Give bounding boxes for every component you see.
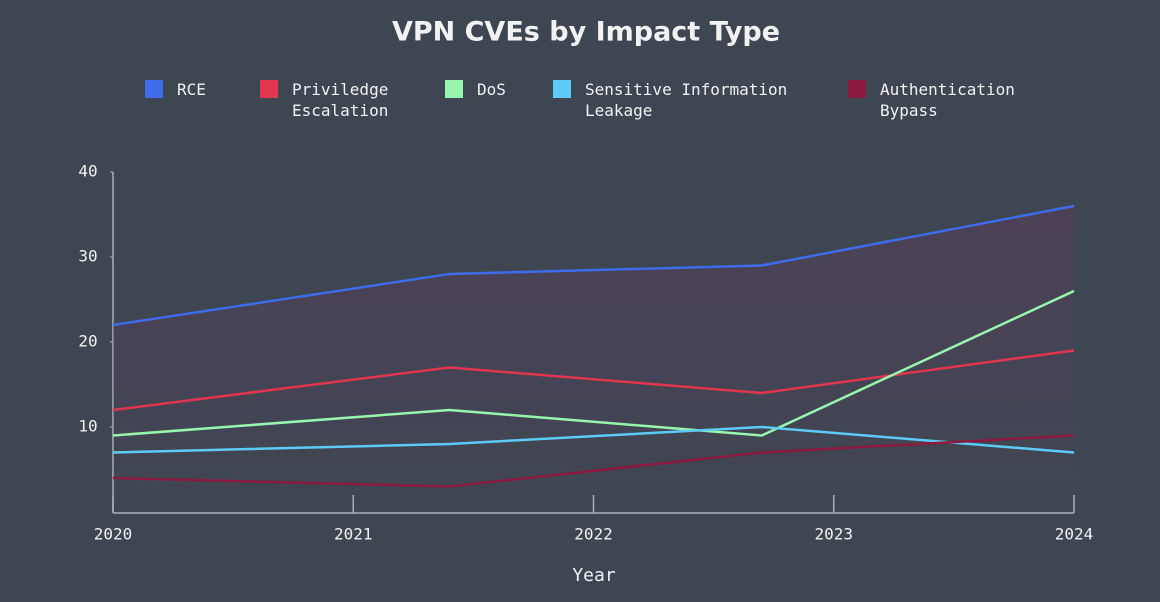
x-axis-label: Year (572, 565, 616, 586)
legend-swatch (553, 80, 571, 98)
legend-item: Priviledge Escalation (260, 79, 452, 121)
legend-label: RCE (177, 80, 206, 99)
legend-swatch (145, 80, 163, 98)
legend-swatch (848, 80, 866, 98)
line (112, 425, 1075, 454)
legend-swatch (445, 80, 463, 98)
x-tick-label: 2021 (334, 525, 373, 544)
legend-label: Sensitive Information Leakage (585, 80, 788, 120)
y-tick-label: 40 (78, 162, 97, 181)
legend-label: DoS (477, 80, 506, 99)
x-tick-label: 2024 (1055, 525, 1094, 544)
area (113, 206, 1074, 512)
y-tick-label: 10 (78, 417, 97, 436)
x-tick-label: 2020 (94, 525, 133, 544)
chart-title: VPN CVEs by Impact Type (392, 17, 780, 48)
legend-item: Sensitive Information Leakage (553, 79, 845, 121)
legend-swatch (260, 80, 278, 98)
legend-item: Authentication Bypass (848, 79, 1050, 121)
legend-item: RCE (145, 79, 277, 100)
line (112, 349, 1075, 412)
x-tick-label: 2022 (574, 525, 613, 544)
line (112, 434, 1075, 488)
legend-item: DoS (445, 79, 557, 100)
x-tick-label: 2023 (814, 525, 853, 544)
y-tick-label: 20 (78, 332, 97, 351)
line (112, 204, 1075, 327)
y-tick-label: 30 (78, 247, 97, 266)
line (112, 289, 1075, 437)
legend-label: Authentication Bypass (880, 80, 1015, 120)
legend-label: Priviledge Escalation (292, 80, 389, 120)
